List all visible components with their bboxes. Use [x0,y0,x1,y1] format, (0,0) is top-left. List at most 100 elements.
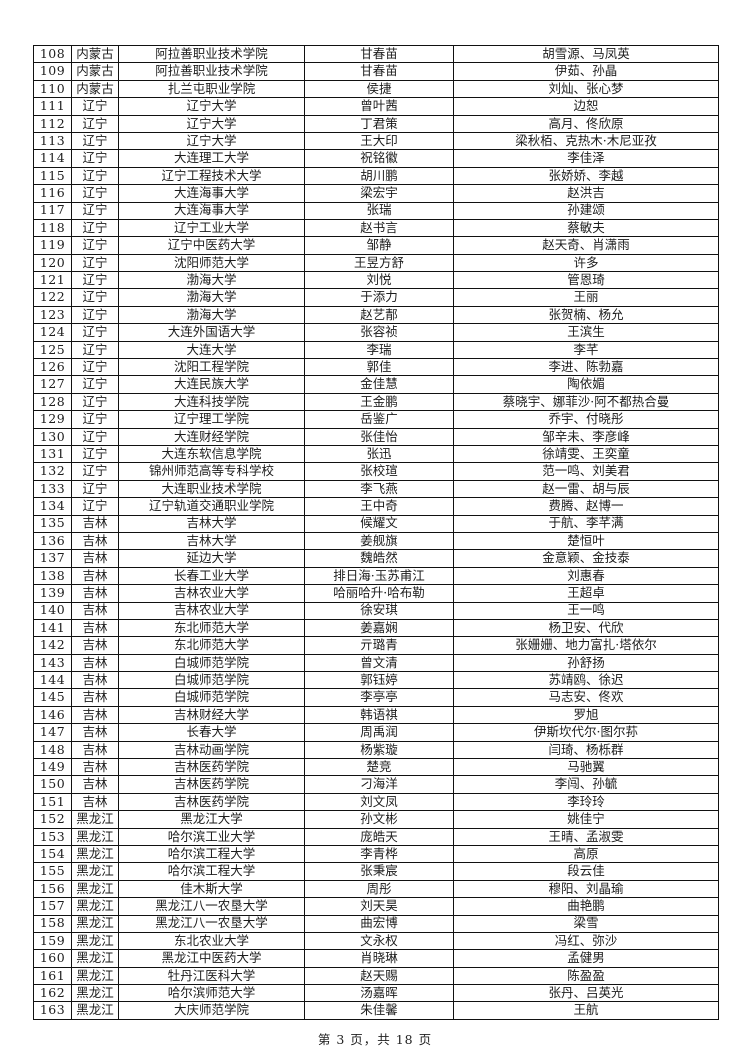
table-row: 116 辽宁 大连海事大学 梁宏宇 赵洪吉 [33,184,719,203]
table-row: 113 辽宁 辽宁大学 王大印 梁秋栢、克热木·木尼亚孜 [33,131,719,151]
serial-cell: 132 [33,462,72,481]
table-row: 145 吉林 白城师范学院 李亭亭 马志安、佟欢 [33,688,719,707]
members-cell: 王晴、孟淑雯 [453,827,719,846]
serial-cell: 122 [33,288,72,307]
province-cell: 辽宁 [71,288,119,307]
table-row: 119 辽宁 辽宁中医药大学 邹静 赵天奇、肖潇雨 [33,236,719,255]
members-cell: 许多 [453,253,719,273]
province-cell: 辽宁 [71,149,119,168]
table-row: 112 辽宁 辽宁大学 丁君策 高月、佟欣原 [33,114,719,133]
leader-name-cell: 张容祯 [304,323,454,342]
leader-name-cell: 丁君策 [304,114,454,133]
leader-name-cell: 赵书言 [304,218,454,238]
university-cell: 吉林动画学院 [118,740,305,760]
province-cell: 黑龙江 [71,897,119,916]
province-cell: 黑龙江 [71,914,119,933]
leader-name-cell: 岳鉴广 [304,410,454,429]
province-cell: 黑龙江 [71,949,119,968]
serial-cell: 120 [33,253,72,273]
province-cell: 吉林 [71,653,119,673]
leader-name-cell: 肖晓琳 [304,949,454,968]
leader-name-cell: 郭佳 [304,358,454,377]
province-cell: 辽宁 [71,271,119,290]
serial-cell: 158 [33,914,72,933]
leader-name-cell: 张瑞 [304,201,454,220]
members-cell: 伊茹、孙晶 [453,62,719,81]
university-cell: 阿拉善职业技术学院 [118,44,305,64]
serial-cell: 119 [33,236,72,255]
members-cell: 孙建颂 [453,201,719,220]
members-cell: 刘惠春 [453,566,719,586]
serial-cell: 145 [33,688,72,707]
members-cell: 李闯、孙毓 [453,775,719,794]
province-cell: 吉林 [71,758,119,777]
members-cell: 赵洪吉 [453,184,719,203]
university-cell: 渤海大学 [118,271,305,290]
university-cell: 阿拉善职业技术学院 [118,62,305,81]
university-cell: 白城师范学院 [118,653,305,673]
table-row: 153 黑龙江 哈尔滨工业大学 庞皓天 王晴、孟淑雯 [33,827,719,846]
serial-cell: 143 [33,653,72,673]
serial-cell: 135 [33,514,72,533]
leader-name-cell: 王中奇 [304,497,454,516]
university-cell: 东北农业大学 [118,931,305,951]
leader-name-cell: 曾文清 [304,653,454,673]
serial-cell: 136 [33,531,72,551]
university-cell: 黑龙江八一农垦大学 [118,897,305,916]
table-row: 160 黑龙江 黑龙江中医药大学 肖晓琳 孟健男 [33,949,719,968]
leader-name-cell: 姜舰旗 [304,531,454,551]
leader-name-cell: 刘天昊 [304,897,454,916]
university-cell: 黑龙江中医药大学 [118,949,305,968]
university-cell: 延边大学 [118,549,305,568]
university-cell: 吉林大学 [118,514,305,533]
leader-name-cell: 排日海·玉苏甫江 [304,566,454,586]
table-row: 111 辽宁 辽宁大学 曾叶茜 边恕 [33,97,719,116]
leader-name-cell: 亓璐青 [304,636,454,655]
serial-cell: 108 [33,44,72,64]
members-cell: 管恩琦 [453,271,719,290]
leader-name-cell: 周禹润 [304,723,454,742]
province-cell: 吉林 [71,531,119,551]
leader-name-cell: 庞皓天 [304,827,454,846]
members-cell: 孙舒扬 [453,653,719,673]
university-cell: 大连外国语大学 [118,323,305,342]
members-cell: 冯红、弥沙 [453,931,719,951]
members-cell: 胡雪源、马凤英 [453,44,719,64]
university-cell: 吉林大学 [118,531,305,551]
members-cell: 金意颖、金技泰 [453,549,719,568]
university-cell: 佳木斯大学 [118,879,305,899]
members-cell: 李进、陈勃嘉 [453,358,719,377]
serial-cell: 149 [33,758,72,777]
serial-cell: 118 [33,218,72,238]
table-row: 128 辽宁 大连科技学院 王金鹏 蔡晓宇、娜菲沙·阿不都热合曼 [33,392,719,412]
province-cell: 内蒙古 [71,62,119,81]
serial-cell: 150 [33,775,72,794]
leader-name-cell: 郭钰婷 [304,671,454,690]
university-cell: 沈阳师范大学 [118,253,305,273]
serial-cell: 144 [33,671,72,690]
table-row: 152 黑龙江 黑龙江大学 孙文彬 姚佳宁 [33,810,719,829]
university-cell: 哈尔滨工程大学 [118,862,305,881]
table-row: 146 吉林 吉林财经大学 韩语祺 罗旭 [33,705,719,725]
table-row: 117 辽宁 大连海事大学 张瑞 孙建颂 [33,201,719,220]
university-cell: 大连科技学院 [118,392,305,412]
table-row: 125 辽宁 大连大学 李瑞 李芊 [33,340,719,360]
members-cell: 张娇娇、李越 [453,166,719,186]
leader-name-cell: 刘文凤 [304,792,454,812]
university-cell: 辽宁理工学院 [118,410,305,429]
university-cell: 辽宁工程技术大学 [118,166,305,186]
serial-cell: 146 [33,705,72,725]
leader-name-cell: 梁宏宇 [304,184,454,203]
province-cell: 辽宁 [71,218,119,238]
province-cell: 辽宁 [71,479,119,499]
university-cell: 吉林农业大学 [118,601,305,620]
table-row: 122 辽宁 渤海大学 于添力 王丽 [33,288,719,307]
page-number-footer: 第 3 页，共 18 页 [317,1032,433,1047]
university-cell: 白城师范学院 [118,688,305,707]
serial-cell: 113 [33,131,72,151]
leader-name-cell: 甘春苗 [304,62,454,81]
university-cell: 辽宁中医药大学 [118,236,305,255]
province-cell: 辽宁 [71,410,119,429]
table-row: 147 吉林 长春大学 周禹润 伊斯坎代尔·图尔荪 [33,723,719,742]
university-cell: 哈尔滨工程大学 [118,844,305,864]
